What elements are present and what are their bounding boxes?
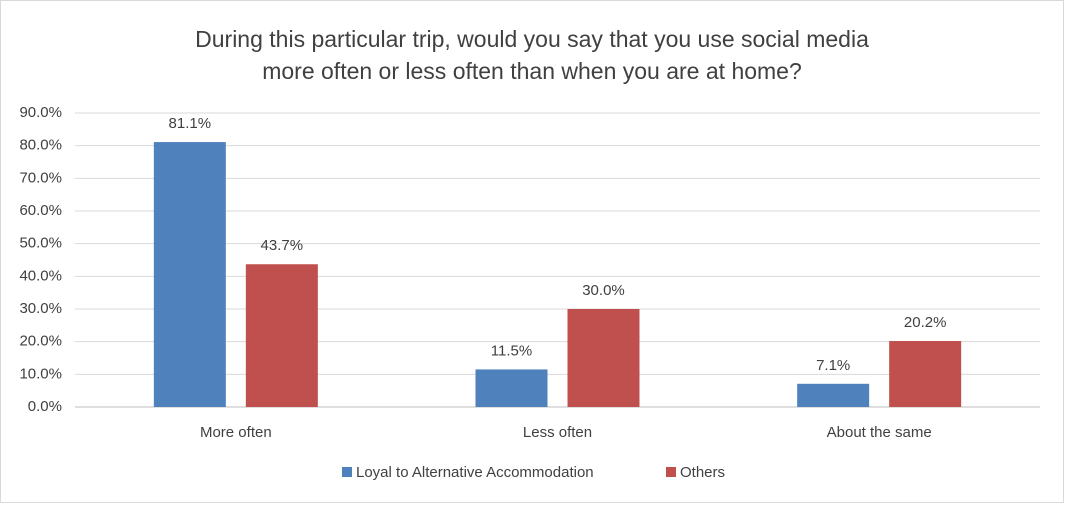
bar [889,341,962,407]
data-label: 81.1% [169,115,212,132]
y-tick-label: 60.0% [19,202,62,219]
y-tick-label: 50.0% [19,235,62,252]
x-tick-label: Less often [523,424,592,441]
data-label: 11.5% [491,342,532,359]
data-label: 20.2% [904,314,947,331]
legend-swatch [342,467,352,477]
y-tick-label: 90.0% [19,104,62,121]
data-label: 7.1% [816,357,850,374]
legend-swatch [666,467,676,477]
bar [797,383,870,407]
bar [475,369,548,407]
bar [567,309,640,407]
y-tick-label: 30.0% [19,300,62,317]
legend-label: Others [680,464,725,481]
bar [153,142,226,407]
legend-label: Loyal to Alternative Accommodation [356,464,594,481]
chart-title: During this particular trip, would you s… [195,26,869,52]
data-label: 30.0% [582,282,625,299]
x-tick-label: About the same [827,424,932,441]
y-tick-label: 10.0% [19,365,62,382]
chart-title: more often or less often than when you a… [262,58,802,84]
x-tick-label: More often [200,424,272,441]
y-tick-label: 40.0% [19,267,62,284]
y-tick-label: 0.0% [28,398,62,415]
y-tick-label: 80.0% [19,137,62,154]
bar [245,264,318,407]
y-tick-label: 20.0% [19,333,62,350]
y-tick-label: 70.0% [19,169,62,186]
data-label: 43.7% [261,237,304,254]
